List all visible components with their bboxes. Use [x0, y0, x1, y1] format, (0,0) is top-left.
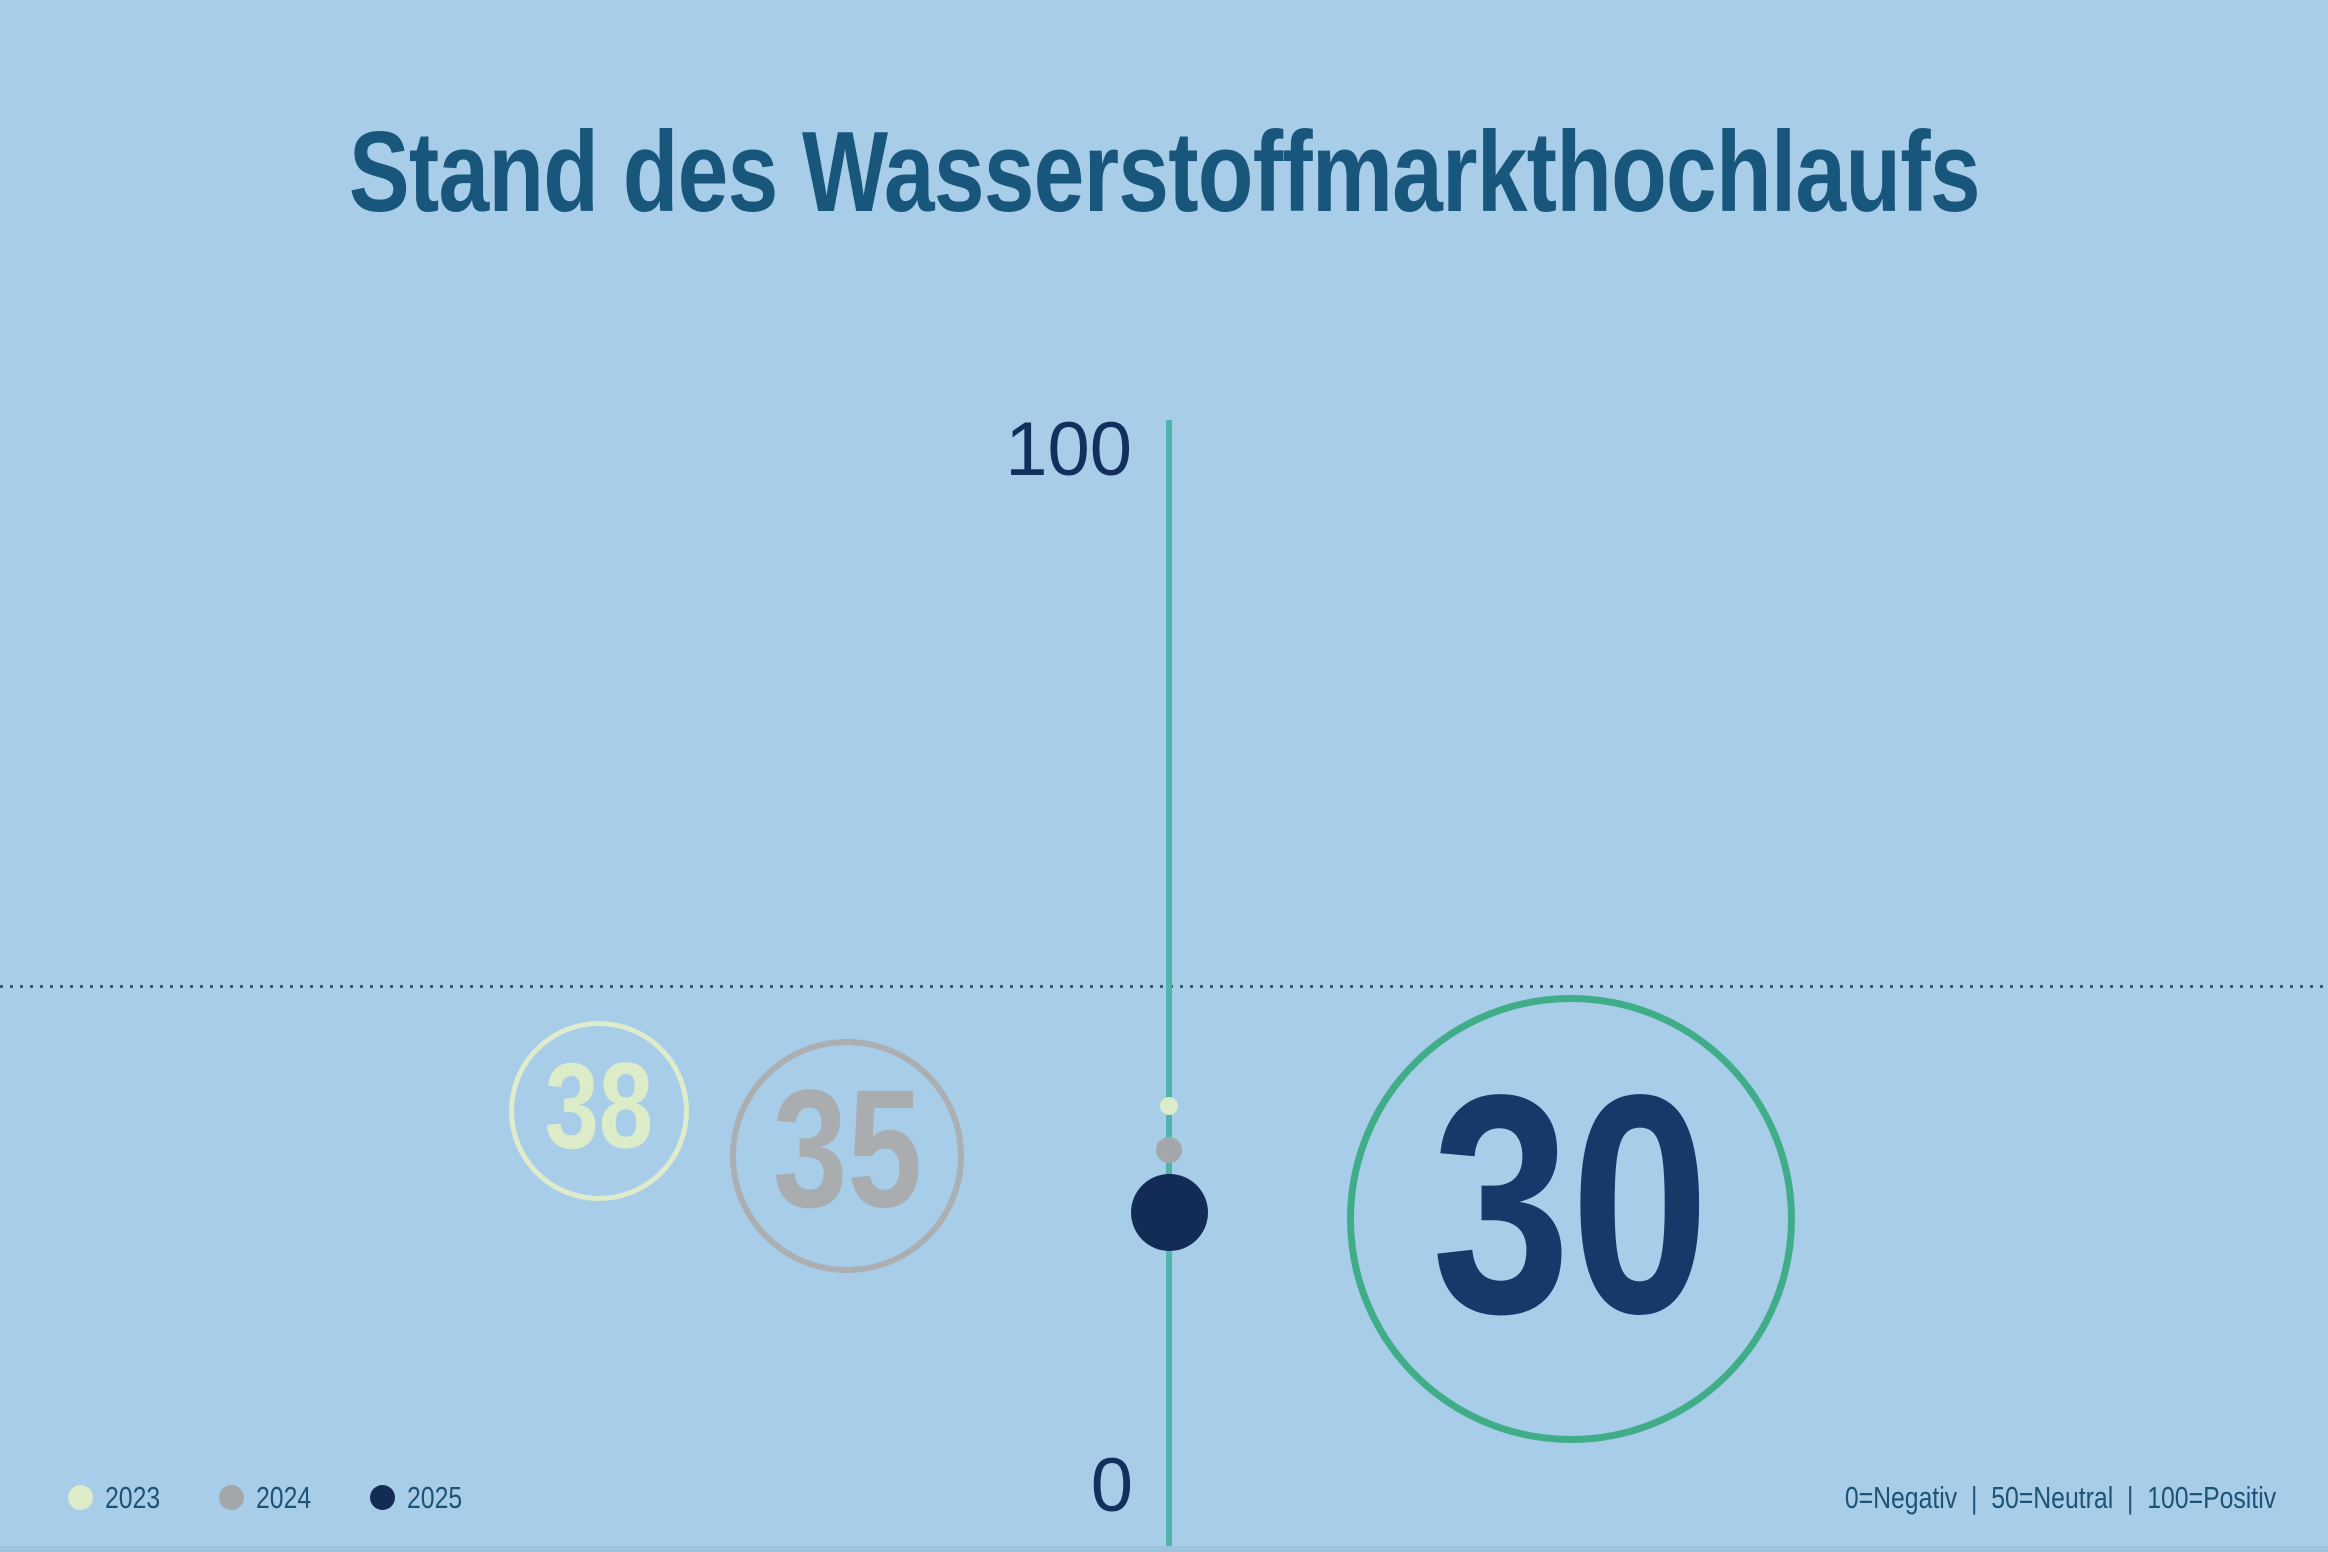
legend-label-2024: 2024	[255, 1479, 312, 1515]
legend-dot-2024	[218, 1484, 244, 1510]
legend-label-2025: 2025	[406, 1479, 463, 1515]
chart-title-text: Stand des Wasserstoffmarkthochlaufs	[348, 109, 1981, 236]
bubble-2024: 35	[730, 1039, 964, 1273]
bubble-2025: 30	[1347, 995, 1795, 1443]
axis-max-label: 100	[1005, 407, 1132, 492]
legend-label-2023: 2023	[105, 1479, 161, 1515]
axis-marker-dot-2024	[1156, 1137, 1182, 1163]
legend-item-2024: 2024	[218, 1479, 325, 1515]
scale-legend: 0=Negativ | 50=Neutral | 100=Positiv	[1737, 1479, 2276, 1515]
bubble-2023-value: 38	[544, 1037, 654, 1174]
vertical-axis-line	[1166, 420, 1172, 1552]
bubble-2024-value: 35	[772, 1054, 922, 1243]
legend-item-2025: 2025	[369, 1479, 476, 1515]
neutral-dotted-line	[0, 985, 2328, 988]
axis-min-label: 0	[1090, 1443, 1133, 1528]
scale-legend-text: 0=Negativ | 50=Neutral | 100=Positiv	[1844, 1479, 2276, 1515]
axis-marker-dot-2023	[1160, 1097, 1178, 1115]
legend: 2023 2024 2025	[68, 1479, 476, 1515]
legend-dot-2025	[369, 1484, 395, 1510]
axis-marker-dot-2025	[1131, 1174, 1208, 1251]
legend-dot-2023	[68, 1484, 93, 1510]
chart-title: Stand des Wasserstoffmarkthochlaufs	[0, 116, 2328, 230]
bubble-2023: 38	[509, 1021, 689, 1201]
legend-item-2023: 2023	[68, 1482, 174, 1513]
bottom-edge-strip	[0, 1546, 2328, 1552]
bubble-2025-value: 30	[1432, 1030, 1710, 1379]
